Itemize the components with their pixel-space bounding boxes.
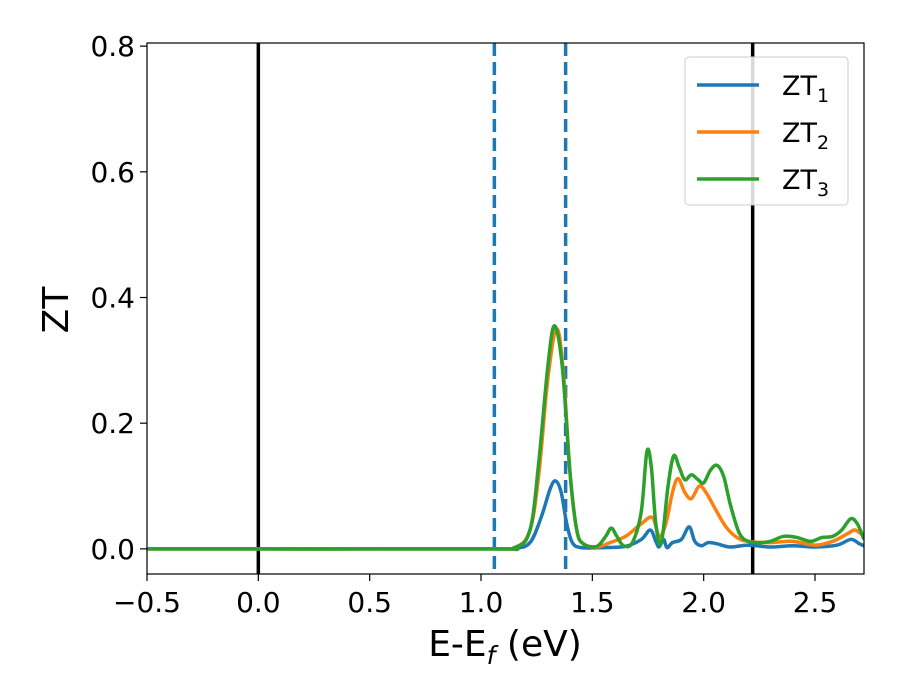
x-axis-label-unit: (eV) (495, 624, 581, 665)
legend-items: ZT1 ZT2 ZT3 (697, 71, 829, 201)
plot-frame (146, 42, 865, 575)
series-line-zt3 (147, 324, 864, 552)
y-tick-label: 0.4 (90, 282, 135, 315)
x-tick-label: −0.5 (113, 586, 181, 619)
series-layer (147, 324, 864, 552)
legend-label-zt3: ZT3 (782, 165, 829, 201)
y-tick-label: 0.2 (90, 407, 135, 440)
x-tick-label: 0.5 (347, 586, 392, 619)
legend: ZT1 ZT2 ZT3 (684, 56, 849, 206)
legend-label-zt2: ZT2 (782, 118, 829, 154)
legend-label-zt1: ZT1 (782, 71, 829, 107)
legend-box (684, 56, 849, 206)
x-axis-ticks: −0.5 0.0 0.5 1.0 1.5 2.0 2.5 (113, 574, 837, 619)
x-tick-label: 1.0 (459, 586, 504, 619)
y-axis-ticks: 0.0 0.2 0.4 0.6 0.8 (90, 30, 147, 566)
x-axis-label-main: E-E (428, 624, 486, 665)
y-tick-label: 0.6 (90, 156, 135, 189)
y-tick-label: 0.8 (90, 30, 135, 63)
x-axis-label: E-Ef (eV) (428, 624, 582, 670)
x-tick-label: 2.0 (681, 586, 726, 619)
x-tick-label: 1.5 (570, 586, 615, 619)
x-tick-label: 0.0 (236, 586, 281, 619)
y-tick-label: 0.0 (90, 533, 135, 566)
x-tick-label: 2.5 (793, 586, 838, 619)
y-axis-label: ZT (36, 286, 77, 334)
